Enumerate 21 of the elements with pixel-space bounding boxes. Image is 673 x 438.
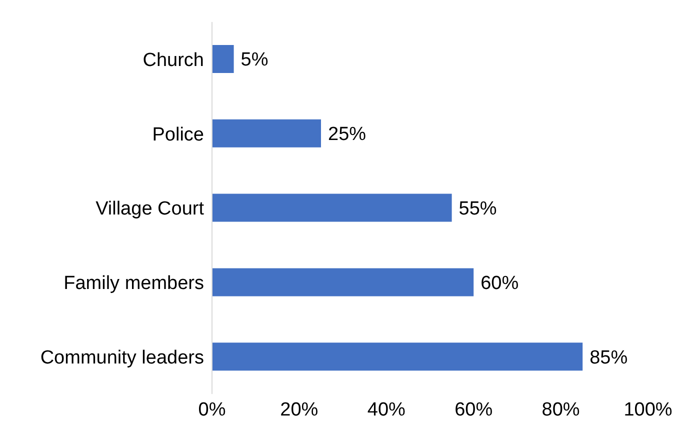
y-tick-label: Family members	[64, 273, 204, 294]
data-label: 5%	[240, 50, 268, 71]
y-tick-label: Community leaders	[40, 348, 204, 369]
bar	[212, 119, 321, 148]
x-tick-label: 100%	[624, 399, 672, 420]
x-tick-label: 40%	[367, 399, 406, 420]
data-label: 60%	[480, 272, 519, 294]
bar	[212, 342, 583, 371]
x-tick-label: 20%	[280, 399, 318, 420]
y-tick-label: Police	[152, 124, 204, 146]
x-tick-label: 60%	[454, 399, 493, 420]
data-label: 55%	[458, 198, 497, 220]
x-tick-label: 80%	[542, 399, 580, 420]
bar	[212, 268, 474, 296]
data-label: 25%	[328, 124, 366, 146]
bar	[212, 194, 452, 222]
bar	[212, 45, 234, 73]
y-tick-label: Church	[142, 50, 204, 71]
data-label: 85%	[590, 347, 628, 368]
y-tick-label: Village Court	[96, 198, 205, 220]
x-tick-label: 0%	[198, 399, 226, 420]
